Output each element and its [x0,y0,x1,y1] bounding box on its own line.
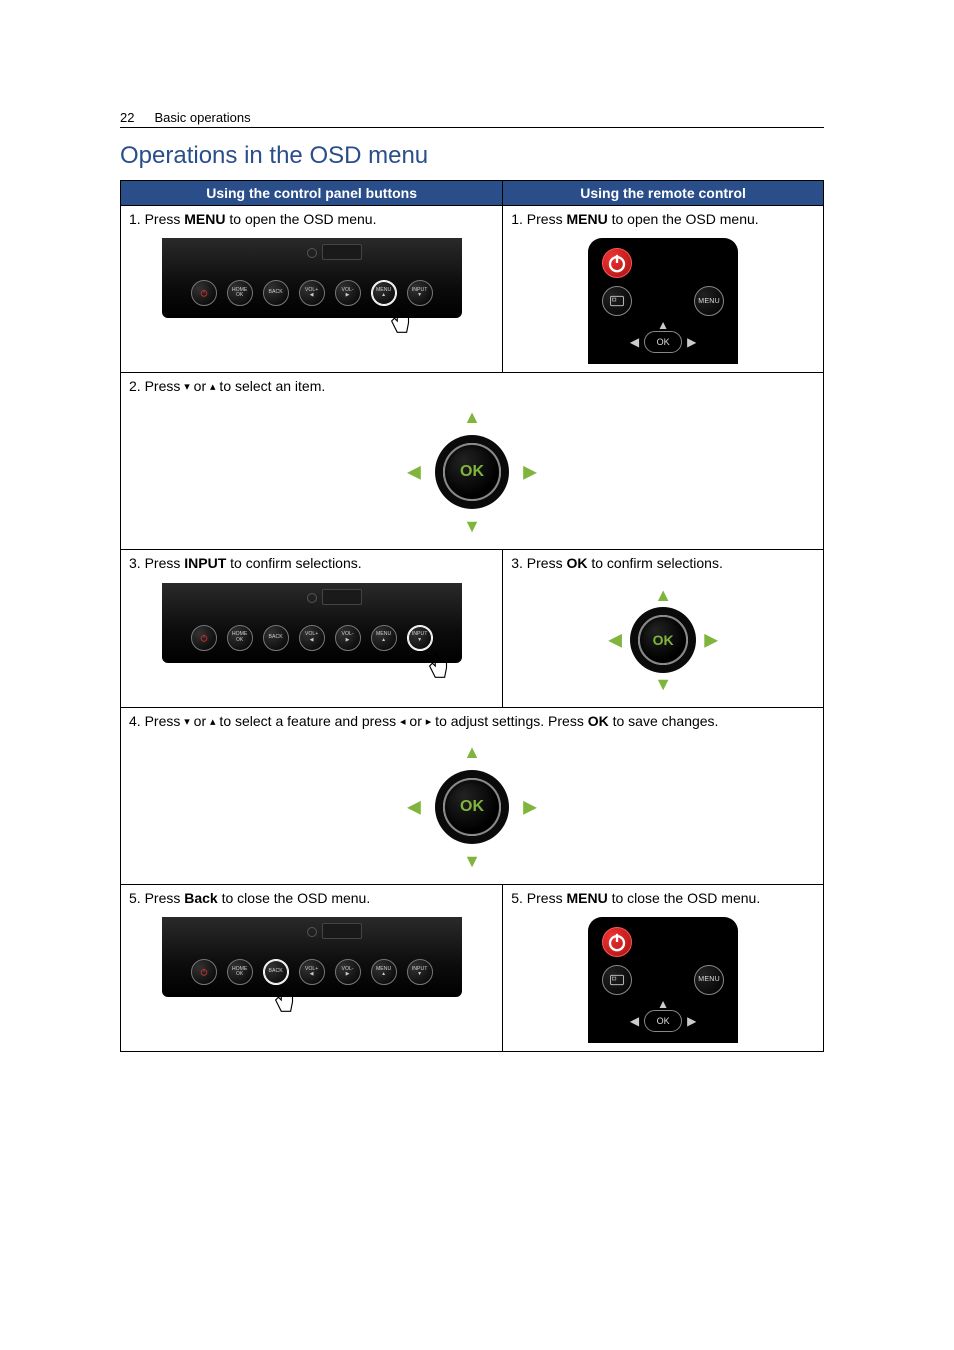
dpad-1: ▲ ▼ ◀ ▶ OK [407,407,537,537]
remote-top-1: MENU ◀ ▲ OK ▶ [588,238,738,364]
power-icon [603,928,631,956]
dpad-ok-button[interactable]: OK [443,443,501,501]
dpad-4: ▲ ▼ ◀ ▶ OK [407,742,537,872]
remote-ok-mini: ◀ ▲ OK ▶ [623,324,703,360]
panel-back-button[interactable]: BACK [263,625,289,651]
panel-voldown-button[interactable]: VOL-▶ [335,280,361,306]
dpad-up-icon[interactable]: ▲ [463,407,481,428]
panel-strip-3: HOMEOK BACK VOL+◀ VOL-▶ MENU▲ INPUT▼ [162,583,462,663]
panel-volup-button[interactable]: VOL+◀ [299,280,325,306]
remote-picture-button[interactable] [602,965,632,995]
dpad-left-icon[interactable]: ◀ [407,796,421,817]
panel-back-button[interactable]: BACK [263,280,289,306]
step-1-panel-text: 1. Press MENU to open the OSD menu. [129,210,376,228]
step-5-panel-text: 5. Press Back to close the OSD menu. [129,889,370,907]
remote-menu-button[interactable]: MENU [694,965,724,995]
step-2-text: 2. Press ▾ or ▴ to select an item. [129,377,325,395]
panel-input-button[interactable]: INPUT▼ [407,280,433,306]
down-arrow-icon: ▾ [184,716,190,728]
page-header: 22 Basic operations [120,110,824,128]
panel-power-button[interactable] [191,625,217,651]
panel-input-button[interactable]: INPUT▼ [407,625,433,651]
panel-home-button[interactable]: HOMEOK [227,959,253,985]
dpad-up-icon[interactable]: ▲ [463,742,481,763]
panel-voldown-button[interactable]: VOL-▶ [335,959,361,985]
remote-picture-button[interactable] [602,286,632,316]
panel-voldown-button[interactable]: VOL-▶ [335,625,361,651]
left-arrow-icon: ◀ [630,1014,639,1028]
col-header-panel: Using the control panel buttons [121,181,503,206]
panel-strip-1: HOMEOK BACK VOL+◀ VOL-▶ MENU▲ INPUT▼ [162,238,462,318]
step-3-panel-text: 3. Press INPUT to confirm selections. [129,554,362,572]
remote-ok-button[interactable]: ▲ OK [644,1010,682,1032]
section-title: Operations in the OSD menu [120,142,824,170]
power-icon [199,288,209,298]
step-3-remote-text: 3. Press OK to confirm selections. [511,554,723,572]
panel-power-button[interactable] [191,959,217,985]
up-arrow-icon: ▲ [657,997,669,1011]
power-icon [199,633,209,643]
left-arrow-icon: ◂ [400,716,406,728]
page-topic: Basic operations [154,110,250,125]
dpad-left-icon[interactable]: ◀ [608,629,622,650]
dpad-right-icon[interactable]: ▶ [704,629,718,650]
remote-ok-button[interactable]: ▲ OK [644,331,682,353]
step-4-text: 4. Press ▾ or ▴ to select a feature and … [129,712,718,730]
page-number: 22 [120,110,134,125]
osd-table: Using the control panel buttons Using th… [120,180,824,1052]
dpad-ok-button[interactable]: OK [638,615,688,665]
panel-input-button[interactable]: INPUT▼ [407,959,433,985]
up-arrow-icon: ▴ [210,381,216,393]
remote-top-5: MENU ◀ ▲ OK ▶ [588,917,738,1043]
panel-power-button[interactable] [191,280,217,306]
dpad-ok-button[interactable]: OK [443,778,501,836]
cursor-hand-icon [386,306,416,336]
up-arrow-icon: ▲ [657,318,669,332]
panel-volup-button[interactable]: VOL+◀ [299,625,325,651]
down-arrow-icon: ▾ [184,381,190,393]
dpad-left-icon[interactable]: ◀ [407,462,421,483]
panel-strip-5: HOMEOK BACK VOL+◀ VOL-▶ MENU▲ INPUT▼ [162,917,462,997]
remote-ok-mini: ◀ ▲ OK ▶ [623,1003,703,1039]
col-header-remote: Using the remote control [503,181,824,206]
panel-menu-button[interactable]: MENU▲ [371,625,397,651]
dpad-right-icon[interactable]: ▶ [523,796,537,817]
dpad-3: ▲ ▼ ◀ ▶ OK [608,585,718,695]
panel-menu-button[interactable]: MENU▲ [371,959,397,985]
power-icon [603,249,631,277]
left-arrow-icon: ◀ [630,335,639,349]
picture-icon [610,295,624,307]
remote-power-button[interactable] [602,248,632,278]
picture-icon [610,974,624,986]
up-arrow-icon: ▴ [210,716,216,728]
remote-menu-button[interactable]: MENU [694,286,724,316]
remote-power-button[interactable] [602,927,632,957]
cursor-hand-icon [424,651,454,681]
panel-home-button[interactable]: HOMEOK [227,625,253,651]
cursor-hand-icon [270,985,300,1015]
step-1-remote-text: 1. Press MENU to open the OSD menu. [511,210,758,228]
power-icon [199,967,209,977]
panel-back-button[interactable]: BACK [263,959,289,985]
panel-volup-button[interactable]: VOL+◀ [299,959,325,985]
right-arrow-icon: ▶ [687,1014,696,1028]
dpad-down-icon[interactable]: ▼ [463,851,481,872]
right-arrow-icon: ▶ [687,335,696,349]
step-5-remote-text: 5. Press MENU to close the OSD menu. [511,889,760,907]
dpad-right-icon[interactable]: ▶ [523,462,537,483]
panel-menu-button[interactable]: MENU▲ [371,280,397,306]
dpad-down-icon[interactable]: ▼ [654,674,672,695]
dpad-up-icon[interactable]: ▲ [654,585,672,606]
right-arrow-icon: ▸ [426,716,432,728]
panel-home-button[interactable]: HOMEOK [227,280,253,306]
dpad-down-icon[interactable]: ▼ [463,516,481,537]
